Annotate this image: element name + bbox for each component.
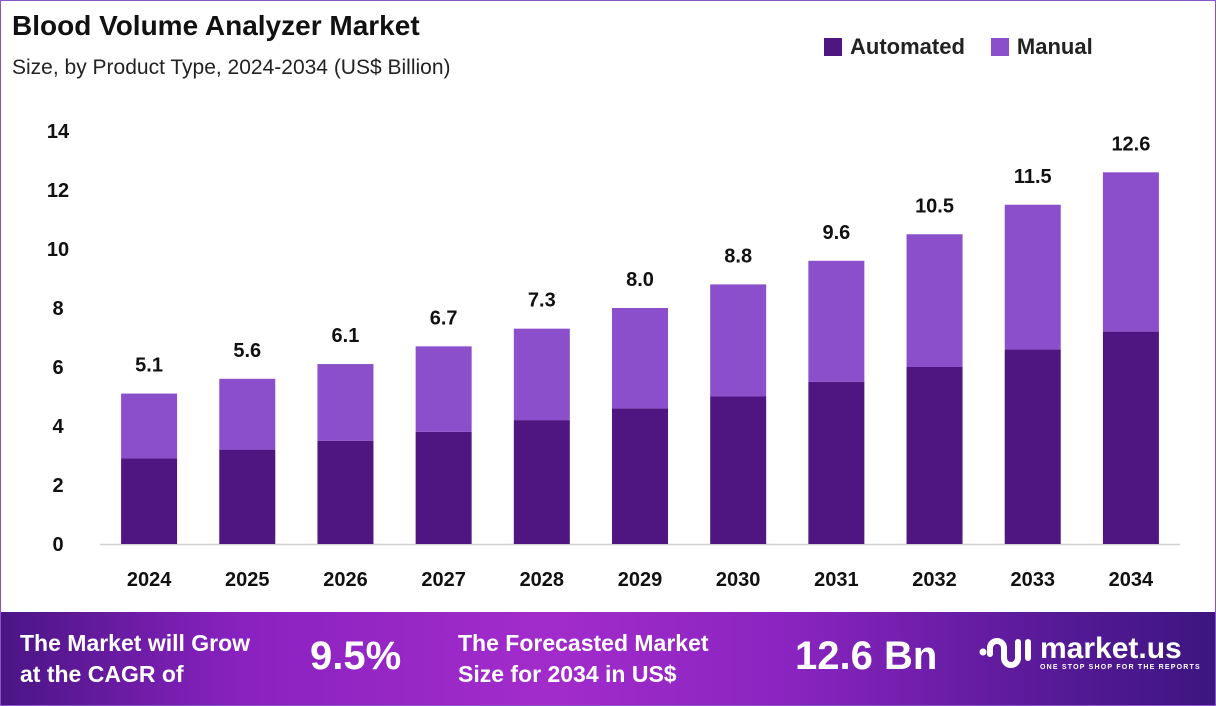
data-label-total: 6.7: [430, 307, 458, 329]
legend-item-automated: Automated: [824, 34, 965, 60]
legend-item-manual: Manual: [990, 34, 1093, 60]
cagr-label: The Market will Grow at the CAGR of: [20, 628, 250, 690]
y-tick-label: 4: [52, 416, 64, 438]
footer-banner: The Market will Grow at the CAGR of 9.5%…: [0, 612, 1216, 706]
data-label-total: 8.0: [626, 269, 654, 291]
x-tick-label: 2028: [520, 569, 565, 591]
bar-manual-2034: [1102, 172, 1159, 332]
legend: Automated Manual: [824, 34, 1119, 60]
forecast-label: The Forecasted Market Size for 2034 in U…: [458, 628, 709, 690]
bar-automated-2031: [808, 381, 865, 544]
y-tick-label: 10: [47, 239, 69, 261]
data-label-total: 11.5: [1014, 166, 1052, 188]
forecast-value: 12.6 Bn: [795, 634, 938, 678]
bar-automated-2033: [1004, 349, 1061, 544]
legend-label-manual: Manual: [1016, 34, 1093, 59]
forecast-label-line1: The Forecasted Market: [458, 630, 709, 656]
bar-automated-2029: [612, 408, 668, 544]
x-tick-label: 2026: [323, 569, 368, 591]
market-us-logo-icon: [979, 638, 1031, 668]
y-tick-label: 6: [52, 357, 63, 379]
bar-manual-2033: [1004, 204, 1061, 350]
chart-title: Blood Volume Analyzer Market: [12, 10, 420, 41]
x-tick-label: 2034: [1109, 569, 1154, 591]
x-tick-label: 2024: [127, 569, 172, 591]
x-tick-label: 2032: [912, 569, 957, 591]
data-label-total: 8.8: [724, 245, 752, 267]
legend-swatch-automated: [824, 38, 842, 56]
data-label-total: 9.6: [822, 222, 850, 244]
data-label-total: 5.6: [233, 340, 261, 362]
bar-manual-2025: [219, 378, 276, 450]
y-tick-label: 0: [52, 534, 63, 556]
bar-manual-2031: [808, 260, 865, 382]
x-tick-label: 2033: [1010, 569, 1055, 591]
bar-manual-2024: [121, 393, 178, 459]
legend-swatch-manual: [990, 38, 1009, 56]
bar-automated-2032: [906, 367, 963, 544]
bar-automated-2028: [513, 420, 570, 544]
x-tick-label: 2029: [618, 569, 663, 591]
forecast-label-line2: Size for 2034 in US$: [458, 661, 677, 687]
data-label-total: 5.1: [135, 355, 163, 377]
bar-automated-2026: [317, 440, 374, 544]
bar-automated-2025: [219, 449, 276, 544]
bar-automated-2024: [121, 458, 178, 544]
bar-manual-2032: [906, 234, 963, 367]
legend-label-automated: Automated: [850, 34, 965, 59]
bar-automated-2030: [710, 396, 767, 544]
cagr-value: 9.5%: [310, 634, 402, 678]
bar-manual-2030: [710, 284, 767, 397]
x-tick-label: 2031: [814, 569, 859, 591]
x-tick-label: 2027: [421, 569, 466, 591]
y-tick-label: 14: [47, 121, 70, 143]
y-tick-label: 8: [52, 298, 63, 320]
data-label-total: 10.5: [915, 195, 954, 217]
bar-manual-2027: [415, 346, 472, 432]
bar-automated-2027: [415, 431, 472, 544]
cagr-label-line2: at the CAGR of: [20, 661, 184, 687]
cagr-label-line1: The Market will Grow: [20, 630, 251, 656]
brand-logo: market.us ONE STOP SHOP FOR THE REPORTS: [978, 632, 1201, 672]
bar-chart: 0 2 4 6 8 10 12 14 5.1 2024 5.6 2025 6.1 2026 6.7 2027 7…: [47, 121, 1180, 591]
data-label-total: 6.1: [332, 325, 360, 347]
data-label-total: 12.6: [1111, 133, 1150, 155]
y-tick-label: 12: [47, 180, 69, 202]
brand-tagline: ONE STOP SHOP FOR THE REPORTS: [1040, 663, 1201, 671]
bar-manual-2028: [513, 328, 570, 421]
brand-name: market.us: [1040, 631, 1182, 665]
x-tick-label: 2030: [716, 569, 761, 591]
bar-manual-2029: [612, 308, 668, 409]
bar-manual-2026: [317, 364, 374, 441]
chart-subtitle: Size, by Product Type, 2024-2034 (US$ Bi…: [12, 56, 451, 79]
bar-automated-2034: [1102, 331, 1159, 544]
y-tick-label: 2: [52, 475, 63, 497]
data-label-total: 7.3: [528, 290, 556, 312]
x-tick-label: 2025: [225, 569, 270, 591]
